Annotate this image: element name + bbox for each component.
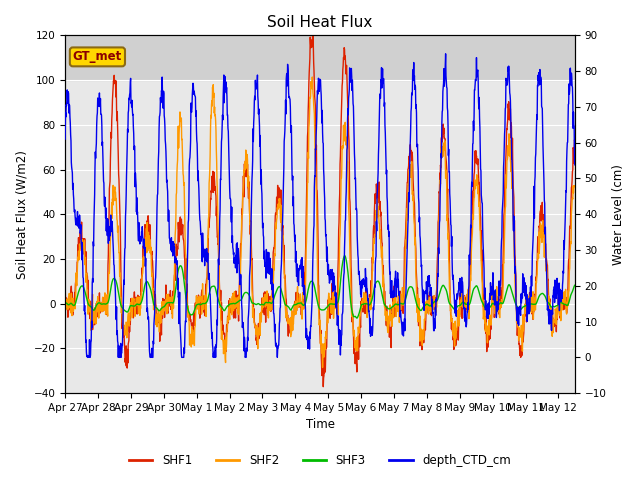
SHF3	[340, 253, 348, 259]
depth_CTD_cm	[571, 162, 579, 168]
depth_CTD_cm	[442, 51, 449, 57]
Y-axis label: Water Level (cm): Water Level (cm)	[612, 164, 625, 264]
depth_CTD_cm	[209, 342, 216, 348]
SHF3	[571, 282, 579, 288]
SHF3	[209, 284, 216, 289]
depth_CTD_cm	[84, 354, 92, 360]
depth_CTD_cm	[447, 243, 455, 249]
SHF2	[319, 365, 326, 371]
Y-axis label: Soil Heat Flux (W/m2): Soil Heat Flux (W/m2)	[15, 150, 28, 279]
SHF1	[571, 140, 579, 145]
Line: SHF3: SHF3	[65, 256, 575, 318]
depth_CTD_cm	[61, 136, 69, 142]
SHF2	[504, 143, 512, 148]
SHF1	[209, 179, 216, 184]
SHF1	[504, 101, 512, 107]
depth_CTD_cm	[504, 64, 512, 70]
SHF2	[571, 183, 579, 189]
Bar	[65, 36, 575, 80]
SHF3	[61, 300, 69, 306]
X-axis label: Time: Time	[305, 419, 335, 432]
depth_CTD_cm	[163, 179, 170, 185]
SHF3	[447, 303, 455, 309]
SHF2	[209, 103, 216, 109]
depth_CTD_cm	[255, 106, 262, 112]
Text: GT_met: GT_met	[73, 50, 122, 63]
Title: Soil Heat Flux: Soil Heat Flux	[268, 15, 372, 30]
SHF3	[353, 315, 361, 321]
SHF3	[163, 301, 170, 307]
SHF1	[61, 283, 69, 288]
SHF2	[163, 304, 170, 310]
SHF2	[308, 74, 316, 80]
SHF1	[447, 326, 455, 332]
depth_CTD_cm	[153, 204, 161, 210]
Line: SHF2: SHF2	[65, 77, 575, 368]
SHF2	[255, 325, 262, 331]
Legend: SHF1, SHF2, SHF3, depth_CTD_cm: SHF1, SHF2, SHF3, depth_CTD_cm	[124, 449, 516, 472]
SHF1	[309, 26, 317, 32]
SHF3	[153, 305, 161, 311]
SHF3	[504, 283, 512, 289]
Line: SHF1: SHF1	[65, 29, 575, 387]
SHF2	[61, 306, 69, 312]
SHF2	[447, 313, 455, 319]
SHF1	[153, 313, 161, 319]
SHF1	[319, 384, 327, 390]
Line: depth_CTD_cm: depth_CTD_cm	[65, 54, 575, 357]
SHF1	[163, 290, 170, 296]
SHF3	[255, 301, 262, 307]
SHF1	[255, 321, 262, 326]
SHF2	[153, 316, 161, 322]
